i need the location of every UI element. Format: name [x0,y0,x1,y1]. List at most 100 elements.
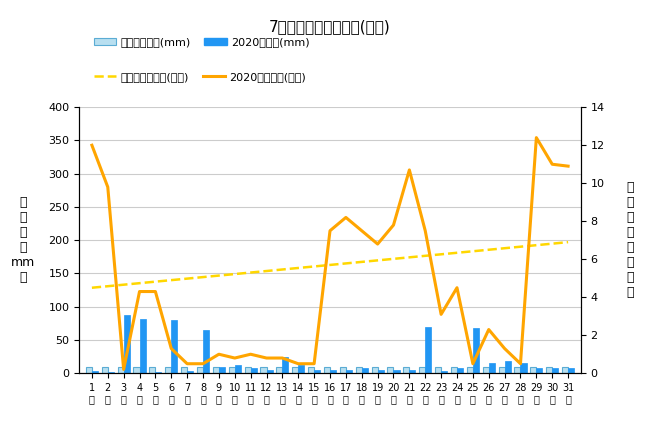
2020日照時間(時間) [151,289,159,294]
日照時間平年値(時間) [533,243,541,248]
Y-axis label: 日
照
時
間
（
時
間
）: 日 照 時 間 （ 時 間 ） [626,181,634,299]
Bar [346,370,352,373]
日照時間平年値(時間) [548,241,556,246]
Bar [435,366,441,373]
日照時間平年値(時間) [389,256,397,261]
Bar [340,366,346,373]
Bar [393,370,399,373]
日照時間平年値(時間) [167,278,175,283]
Bar [546,366,552,373]
2020日照時間(時間) [104,184,112,190]
Bar [451,366,457,373]
2020日照時間(時間) [279,356,286,361]
Bar [117,366,123,373]
Title: 7月降水量・日照時間(日別): 7月降水量・日照時間(日別) [269,19,391,34]
Bar [467,366,473,373]
Bar [330,370,336,373]
Bar [362,368,368,373]
日照時間平年値(時間) [564,239,572,245]
Bar [267,370,273,373]
2020日照時間(時間) [358,228,366,233]
Bar [473,328,479,373]
Bar [568,368,574,373]
Bar [537,368,543,373]
日照時間平年値(時間) [119,282,127,287]
Bar [324,366,330,373]
日照時間平年値(時間) [310,264,318,269]
Legend: 日照時間平年値(時間), 2020日照時間(時間): 日照時間平年値(時間), 2020日照時間(時間) [90,68,310,87]
Bar [372,366,378,373]
Bar [108,372,114,373]
Bar [552,368,558,373]
2020日照時間(時間) [548,162,556,167]
日照時間平年値(時間) [405,255,413,260]
日照時間平年値(時間) [183,276,191,281]
2020日照時間(時間) [533,135,541,140]
2020日照時間(時間) [485,327,493,332]
2020日照時間(時間) [231,356,239,361]
Bar [457,368,463,373]
2020日照時間(時間) [135,289,143,294]
Bar [403,366,409,373]
Y-axis label: 降
水
量
（
mm
）: 降 水 量 （ mm ） [11,196,36,284]
Bar [425,327,431,373]
日照時間平年値(時間) [421,253,429,258]
2020日照時間(時間) [294,361,302,366]
Bar [229,366,235,373]
Bar [165,366,171,373]
Bar [187,371,193,373]
Bar [482,366,489,373]
日照時間平年値(時間) [88,285,96,290]
日照時間平年値(時間) [104,284,112,289]
日照時間平年値(時間) [215,273,223,278]
日照時間平年値(時間) [279,267,286,272]
Bar [505,361,511,373]
Bar [498,366,505,373]
2020日照時間(時間) [437,312,445,317]
Bar [419,366,425,373]
2020日照時間(時間) [342,215,350,220]
2020日照時間(時間) [517,361,525,366]
Bar [261,366,267,373]
2020日照時間(時間) [310,361,318,366]
Bar [92,371,98,373]
Bar [203,330,209,373]
Line: 2020日照時間(時間): 2020日照時間(時間) [92,138,568,369]
Bar [514,366,521,373]
2020日照時間(時間) [263,356,271,361]
Line: 日照時間平年値(時間): 日照時間平年値(時間) [92,242,568,288]
Bar [441,371,447,373]
Bar [181,366,187,373]
Bar [489,363,495,373]
Bar [378,370,383,373]
Bar [409,370,415,373]
Bar [282,356,288,373]
Bar [245,366,251,373]
日照時間平年値(時間) [501,246,509,251]
日照時間平年値(時間) [485,247,493,252]
日照時間平年値(時間) [437,252,445,257]
Bar [356,366,362,373]
日照時間平年値(時間) [263,269,271,274]
Bar [292,366,298,373]
Bar [139,319,146,373]
日照時間平年値(時間) [342,261,350,266]
2020日照時間(時間) [167,346,175,351]
Bar [197,366,203,373]
2020日照時間(時間) [88,143,96,148]
2020日照時間(時間) [215,352,223,357]
Bar [155,372,162,373]
日照時間平年値(時間) [199,275,207,280]
日照時間平年値(時間) [469,249,477,254]
2020日照時間(時間) [421,228,429,233]
日照時間平年値(時間) [135,281,143,286]
Bar [235,365,241,373]
2020日照時間(時間) [247,352,255,357]
2020日照時間(時間) [501,346,509,351]
2020日照時間(時間) [405,167,413,172]
Bar [171,320,178,373]
Bar [531,366,537,373]
Bar [219,366,225,373]
Bar [149,366,155,373]
日照時間平年値(時間) [358,259,366,264]
